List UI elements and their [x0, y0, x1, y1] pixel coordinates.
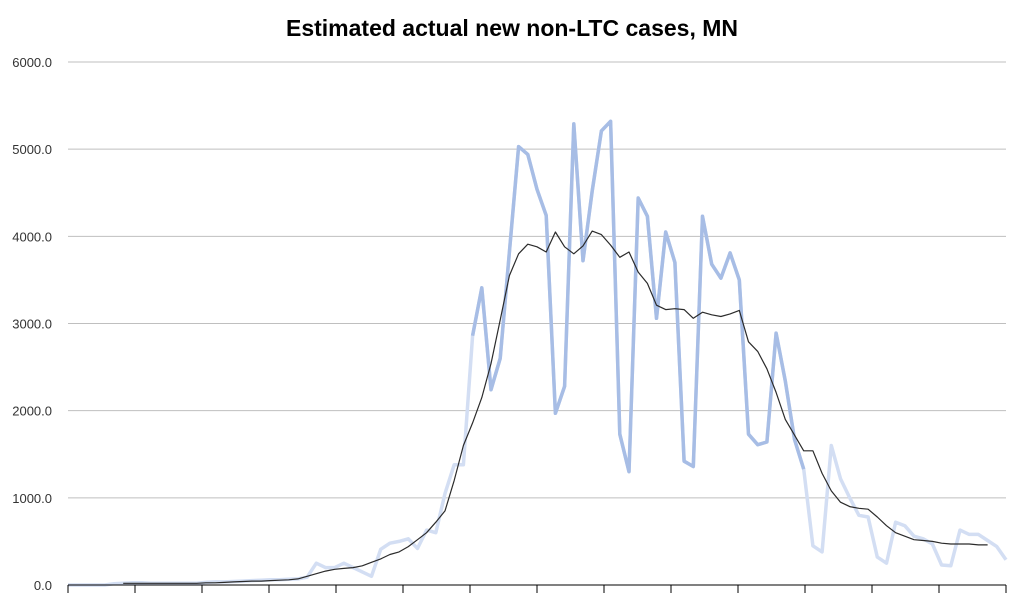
- x-axis: [67, 584, 1007, 593]
- daily-cases-series: [68, 119, 1008, 587]
- average-series-line: [123, 230, 988, 584]
- daily-series-highlight: [470, 119, 806, 474]
- y-tick-label: 2000.0: [12, 404, 52, 419]
- chart-title: Estimated actual new non-LTC cases, MN: [286, 15, 738, 41]
- y-axis-tick-labels: 0.0 1000.0 2000.0 3000.0 4000.0 5000.0 6000.0: [12, 55, 52, 593]
- gridlines: [68, 61, 1006, 499]
- average-cases-series: [123, 230, 988, 584]
- y-tick-label: 3000.0: [12, 317, 52, 332]
- y-tick-label: 6000.0: [12, 55, 52, 70]
- y-tick-label: 1000.0: [12, 491, 52, 506]
- y-tick-label: 0.0: [34, 578, 52, 593]
- y-tick-label: 5000.0: [12, 142, 52, 157]
- y-tick-label: 4000.0: [12, 229, 52, 244]
